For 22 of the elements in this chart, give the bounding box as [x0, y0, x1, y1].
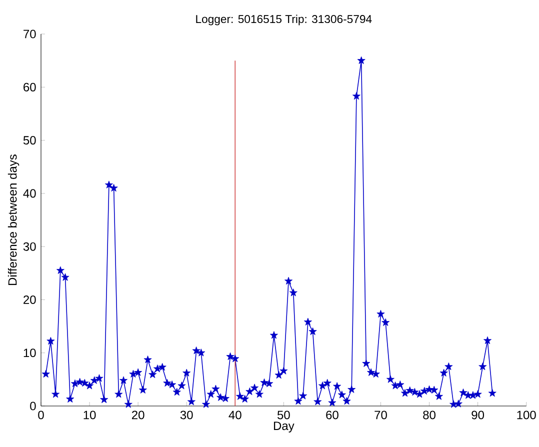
x-tick-label: 20 — [132, 410, 144, 420]
y-tick-label: 70 — [24, 30, 36, 38]
x-tick-label: 70 — [374, 410, 387, 420]
y-axis-title: Difference between days — [8, 154, 20, 285]
y-tick-label: 30 — [23, 242, 36, 251]
y-tick-label: 40 — [23, 189, 36, 198]
x-tick-label: 100 — [517, 410, 536, 420]
x-tick-label: 10 — [84, 410, 96, 420]
y-tick-label: 20 — [24, 295, 36, 304]
x-tick-label: 30 — [180, 410, 193, 420]
y-tick-label: 10 — [24, 348, 36, 358]
chart-title: Logger: 5016515 Trip: 31306-5794 — [196, 14, 372, 26]
x-axis-title: Day — [274, 422, 294, 432]
y-tick-label: 60 — [24, 82, 36, 92]
x-tick-label: 60 — [326, 410, 338, 420]
x-tick-label: 90 — [472, 410, 484, 420]
x-tick-label: 50 — [277, 410, 290, 420]
y-tick-label: 0 — [30, 402, 36, 410]
x-tick-label: 80 — [423, 410, 436, 420]
y-tick-label: 50 — [23, 136, 36, 145]
x-tick-label: 0 — [38, 410, 44, 420]
x-tick-label: 40 — [228, 410, 242, 420]
